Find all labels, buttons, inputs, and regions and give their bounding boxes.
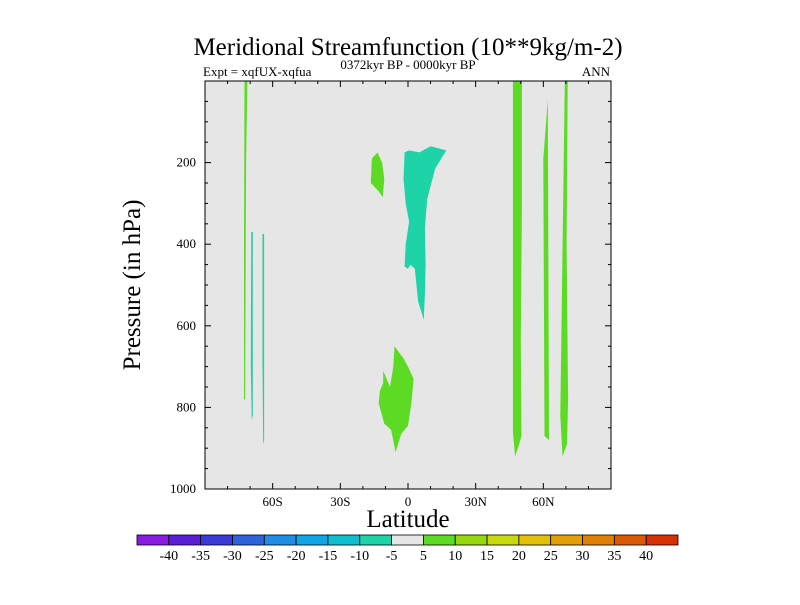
colorbar-label: -5 — [386, 549, 398, 564]
colorbar-swatch — [613, 534, 647, 546]
colorbar-label: 10 — [448, 549, 462, 564]
colorbar-swatch — [486, 534, 520, 546]
contour-nh-green-column-b — [543, 99, 549, 441]
season-label: ANN — [582, 64, 611, 79]
colorbar-swatch — [391, 534, 424, 546]
colorbar-swatch — [200, 534, 233, 546]
chart-title: Meridional Streamfunction (10**9kg/m-2) — [193, 34, 622, 61]
x-tick-label: 30N — [464, 494, 487, 509]
colorbar-label: 5 — [420, 549, 427, 564]
x-tick-label: 60N — [532, 494, 555, 509]
contour-lower-green-cell — [378, 346, 414, 453]
colorbar-label: -30 — [223, 549, 242, 564]
contour-sh-cyan-strip-b — [262, 234, 265, 445]
experiment-label: Expt = xqfUX-xqfua — [203, 64, 312, 79]
axis-ticks: 60S 30S 0 30N 60N 200 400 600 800 1000 — [170, 81, 611, 509]
colorbar-swatch — [550, 534, 583, 546]
colorbar-swatch — [232, 534, 265, 546]
y-tick-label: 200 — [177, 155, 197, 170]
colorbar-label: -15 — [319, 549, 338, 564]
contour-sh-cyan-strip-a — [250, 232, 253, 420]
y-tick-label: 1000 — [170, 481, 196, 496]
colorbar-swatch — [136, 534, 170, 546]
colorbar-label: -40 — [159, 549, 178, 564]
colorbar-swatch — [518, 534, 552, 546]
contour-nh-green-column-c — [560, 81, 569, 457]
contour-regions — [244, 81, 569, 457]
colorbar: -40 -35 -30 -25 -20 -15 -10 -5 5 10 15 20 25 30 35 40 — [136, 534, 679, 564]
contour-sh-narrow-green — [244, 81, 248, 400]
x-tick-label: 0 — [405, 494, 412, 509]
colorbar-swatch — [454, 534, 488, 546]
plot-background — [205, 81, 611, 489]
colorbar-label: 30 — [576, 549, 590, 564]
colorbar-label: 15 — [480, 549, 494, 564]
colorbar-label: -10 — [350, 549, 369, 564]
y-tick-label: 600 — [177, 318, 197, 333]
x-axis-label: Latitude — [366, 506, 449, 533]
colorbar-swatch — [263, 534, 297, 546]
colorbar-swatch — [295, 534, 329, 546]
colorbar-label: 35 — [607, 549, 621, 564]
colorbar-swatch — [327, 534, 361, 546]
contour-nh-green-column-a — [512, 81, 522, 457]
colorbar-label: 40 — [639, 549, 653, 564]
contour-upper-green-blob — [370, 152, 385, 198]
y-tick-label: 400 — [177, 236, 197, 251]
colorbar-label: 20 — [512, 549, 526, 564]
x-tick-label: 60S — [263, 494, 283, 509]
colorbar-swatch — [359, 534, 392, 546]
y-tick-label: 800 — [177, 399, 197, 414]
colorbar-swatch — [645, 534, 679, 546]
colorbar-swatch — [168, 534, 202, 546]
contour-equatorial-cyan-cell — [403, 146, 447, 320]
colorbar-swatch — [582, 534, 615, 546]
colorbar-label: -20 — [287, 549, 306, 564]
x-tick-label: 30S — [330, 494, 350, 509]
colorbar-swatch — [423, 534, 456, 546]
y-axis-label: Pressure (in hPa) — [119, 200, 146, 371]
colorbar-label: -35 — [191, 549, 210, 564]
period-label: 0372kyr BP - 0000kyr BP — [340, 57, 475, 72]
colorbar-label: -25 — [255, 549, 274, 564]
colorbar-label: 25 — [544, 549, 558, 564]
